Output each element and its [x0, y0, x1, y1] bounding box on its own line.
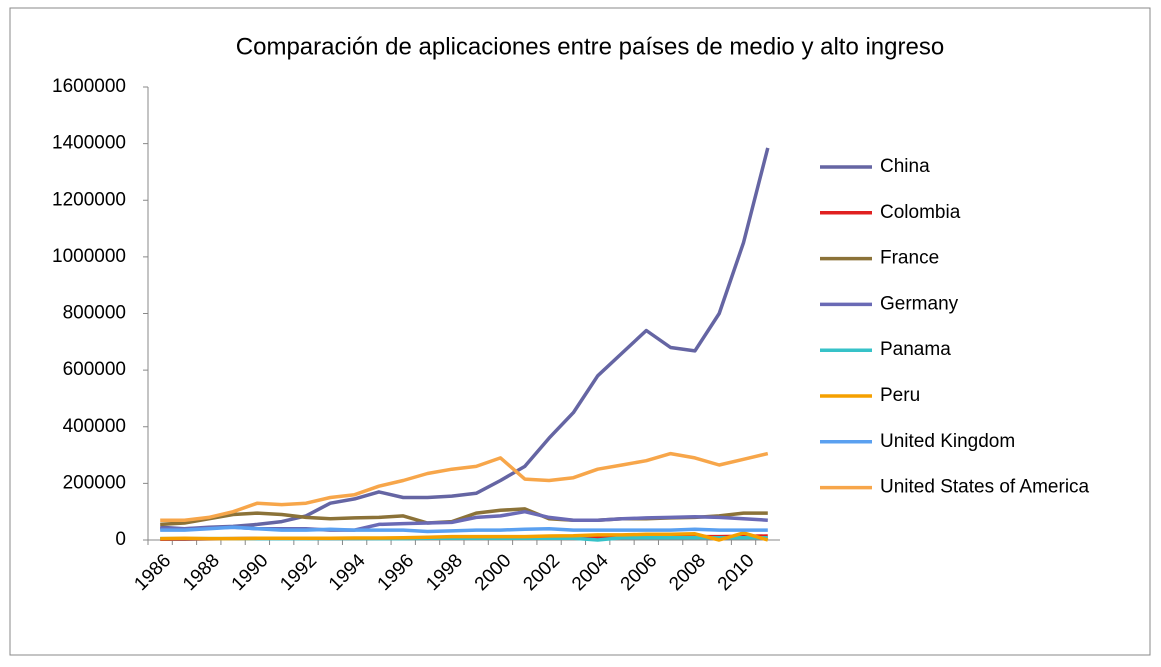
y-tick-label: 200000 — [63, 472, 126, 493]
legend-label: Panama — [880, 339, 951, 360]
y-tick-label: 400000 — [63, 416, 126, 437]
y-tick-label: 1600000 — [52, 76, 126, 97]
y-tick-label: 1400000 — [52, 133, 126, 154]
legend-label: Colombia — [880, 202, 961, 223]
legend-label: France — [880, 248, 939, 269]
legend-label: United Kingdom — [880, 431, 1015, 452]
legend-label: China — [880, 156, 930, 177]
y-tick-label: 0 — [115, 529, 126, 550]
chart-border — [9, 7, 1151, 656]
series-line — [160, 451, 769, 522]
chart-title: Comparación de aplicaciones entre países… — [236, 33, 944, 60]
series-line — [160, 525, 768, 534]
legend-label: Germany — [880, 293, 959, 314]
y-tick-label: 800000 — [63, 303, 126, 324]
y-tick-label: 1000000 — [52, 246, 126, 267]
y-tick-label: 1200000 — [52, 189, 126, 210]
legend-label: Peru — [880, 385, 920, 406]
series-line — [160, 147, 770, 531]
series-line — [160, 531, 769, 542]
y-tick-label: 600000 — [63, 359, 126, 380]
legend-label: United States of America — [880, 477, 1090, 498]
